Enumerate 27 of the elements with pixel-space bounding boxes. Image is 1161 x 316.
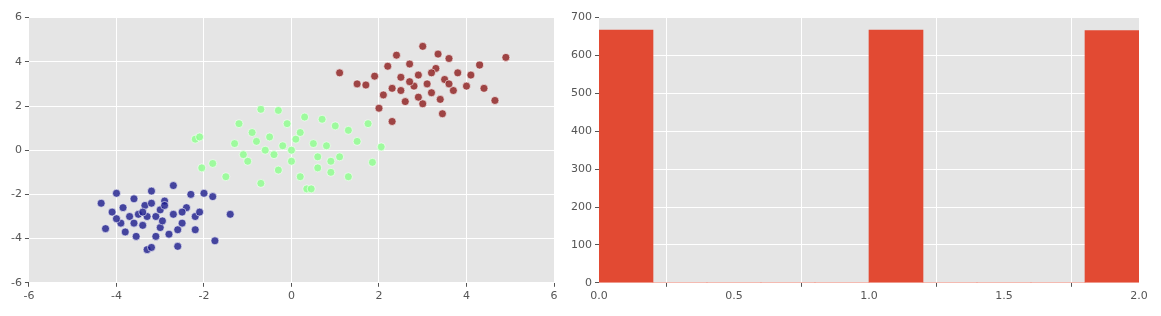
x-tick-label: 0: [287, 289, 295, 303]
x-tick-label: -4: [110, 289, 122, 303]
y-tick-label: 0: [585, 275, 592, 289]
y-tick-label: 500: [571, 86, 592, 100]
x-tick-label: 2.0: [1130, 289, 1148, 303]
x-tick-label: 1.0: [860, 289, 878, 303]
y-tick-label: -6: [11, 275, 22, 289]
y-tick-label: 600: [571, 48, 592, 62]
x-tick-label: -6: [23, 289, 35, 303]
y-tick-label: 2: [14, 98, 22, 112]
x-tick-label: -2: [198, 289, 210, 303]
y-tick-label: 300: [571, 162, 592, 175]
x-tick-label: 4: [462, 289, 470, 303]
x-tick-label: 0.5: [725, 289, 743, 303]
x-tick-label: 2: [375, 289, 383, 303]
y-tick-label: 6: [14, 10, 22, 24]
y-tick-label: 200: [571, 199, 592, 213]
y-tick-label: -4: [11, 231, 22, 245]
y-tick-label: -2: [11, 187, 22, 201]
x-tick-label: 6: [550, 289, 558, 303]
y-tick-label: 700: [571, 10, 592, 24]
x-tick-label: 0.0: [590, 289, 608, 303]
y-tick-label: 0: [14, 143, 22, 157]
y-tick-label: 400: [571, 124, 592, 138]
y-tick-label: 4: [14, 54, 22, 68]
y-tick-label: 100: [571, 237, 592, 251]
x-tick-label: 1.5: [995, 289, 1013, 303]
